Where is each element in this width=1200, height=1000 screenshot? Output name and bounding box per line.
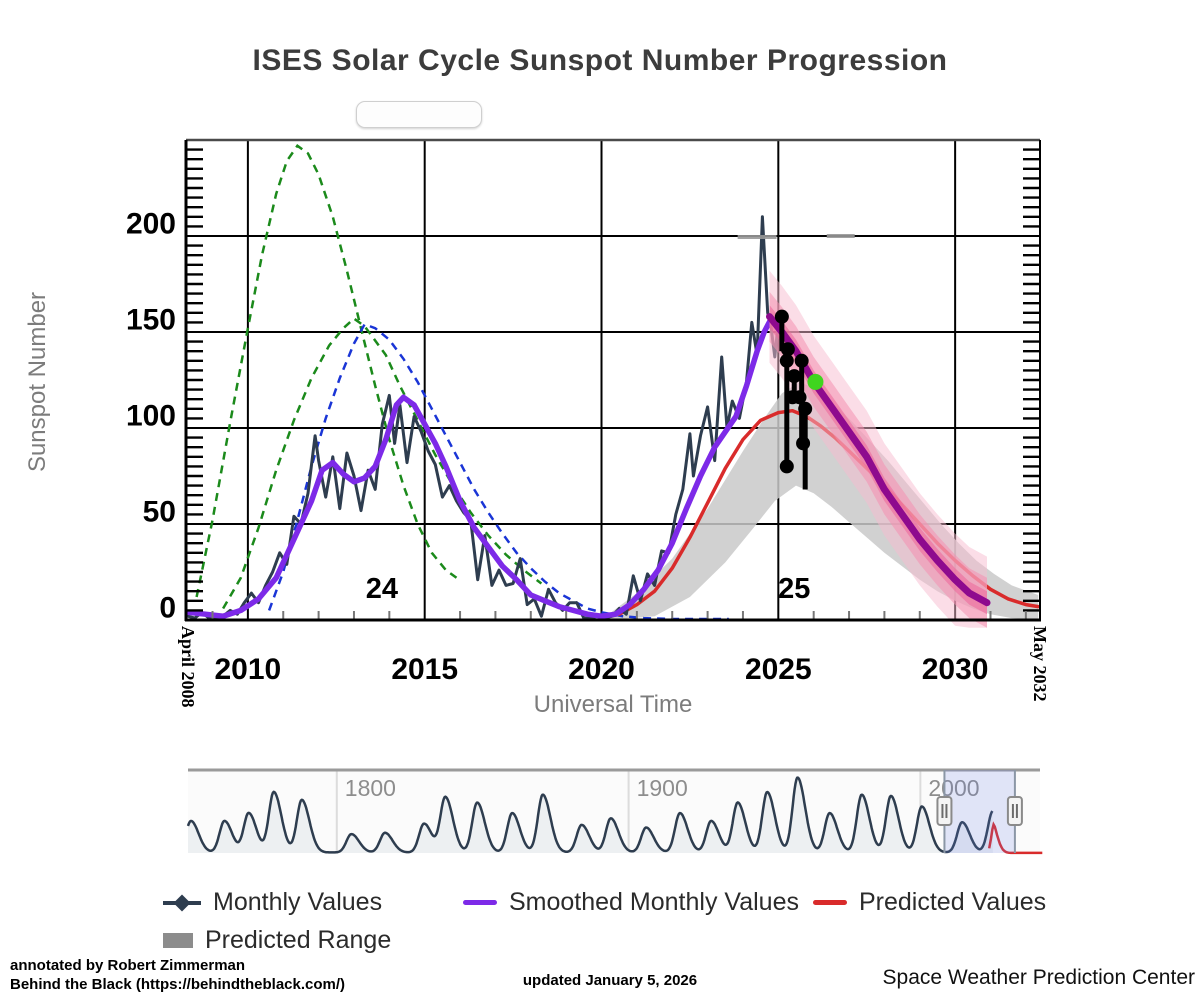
navigator-selection-window[interactable] [944,770,1015,853]
monthly-values-marker-icon [163,894,201,912]
predicted-range-marker-icon [163,933,193,948]
cycle-number-label: 24 [366,573,398,605]
legend-item-predicted: Predicted Values [813,888,1046,917]
legend-label: Monthly Values [213,888,383,916]
green-annotation-dot [807,373,824,390]
navigator-right-handle[interactable] [1006,796,1023,826]
page-title: ISES Solar Cycle Sunspot Number Progress… [252,44,948,77]
smoothed-line-marker-icon [463,900,497,905]
navigator-tick-label: 2000 [928,775,979,801]
annotation-credit: annotated by Robert Zimmerman Behind the… [10,956,345,994]
x-tick-label: 2020 [568,653,635,686]
old-prediction-curve [222,316,543,610]
x-tick-label: 2025 [745,653,812,686]
y-tick-label: 200 [126,208,176,241]
legend-item-smoothed: Smoothed Monthly Values [463,888,799,917]
source-credit: Space Weather Prediction Center [882,966,1195,989]
x-start-edge-label: April 2008 [178,626,198,708]
annotation-dot [787,369,802,384]
annotation-dot [779,459,794,474]
y-tick-label: 0 [159,592,176,625]
old-prediction-curve [267,322,729,621]
predicted-line-marker-icon [813,900,847,905]
annotation-dot [792,390,807,405]
toolbar-button-remnant[interactable] [356,101,482,128]
legend-label: Predicted Values [859,888,1047,916]
annotation-uncertainty-band [769,305,987,615]
updated-date: updated January 5, 2026 [522,972,698,989]
annotation-dot [794,353,809,368]
y-axis-title: Sunspot Number [24,291,51,473]
x-tick-label: 2030 [922,653,989,686]
legend-item-predicted-range: Predicted Range [163,926,391,955]
x-tick-label: 2015 [391,653,458,686]
annotation-dot [780,342,795,357]
navigator-tick-label: 1900 [637,775,688,801]
navigator-prediction-curve [987,821,1043,855]
smoothed-monthly-values-series [185,315,780,619]
monthly-values-series [186,215,780,620]
x-end-edge-label: May 2032 [1030,626,1050,702]
navigator-left-handle[interactable] [936,796,953,826]
annotation-dot [774,309,789,324]
y-tick-label: 150 [126,304,176,337]
y-tick-label: 100 [126,400,176,433]
x-axis-title: Universal Time [533,691,693,718]
annotation-dot [796,436,811,451]
annotation-credit-line1: annotated by Robert Zimmerman [10,957,246,974]
cycle-number-label: 25 [778,573,810,605]
annotation-credit-line2: Behind the Black (https://behindtheblack… [10,976,346,993]
legend-label: Smoothed Monthly Values [509,888,799,916]
x-tick-label: 2010 [215,653,282,686]
navigator-history-curve [186,776,994,854]
navigator-tick-label: 1800 [345,775,396,801]
old-prediction-curve [195,144,458,598]
annotation-dot [798,401,813,416]
legend-label: Predicted Range [205,926,392,954]
annotation-dot [779,353,794,368]
legend-item-monthly: Monthly Values [163,888,382,917]
navigator-history-fill [188,777,993,853]
y-tick-label: 50 [143,496,176,529]
